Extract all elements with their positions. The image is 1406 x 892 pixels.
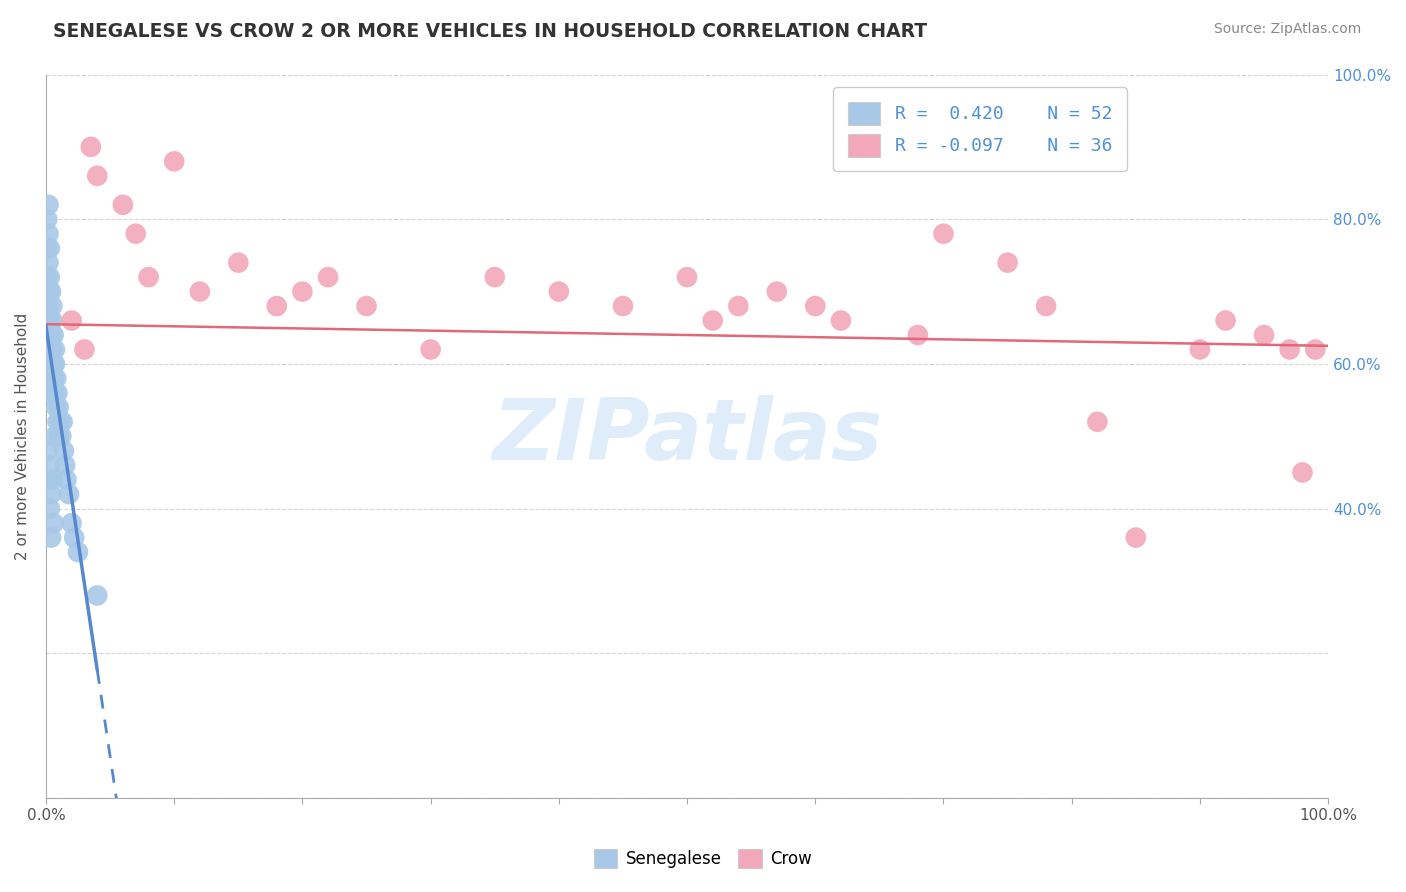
- Text: Source: ZipAtlas.com: Source: ZipAtlas.com: [1213, 22, 1361, 37]
- Point: [86, 589, 108, 603]
- Point: [484, 270, 506, 285]
- Point: [44, 429, 66, 443]
- Text: SENEGALESE VS CROW 2 OR MORE VEHICLES IN HOUSEHOLD CORRELATION CHART: SENEGALESE VS CROW 2 OR MORE VEHICLES IN…: [53, 22, 928, 41]
- Point: [45, 371, 67, 385]
- Point: [727, 299, 749, 313]
- Point: [419, 343, 441, 357]
- Point: [39, 328, 62, 343]
- Point: [38, 357, 60, 371]
- Point: [1253, 328, 1275, 343]
- Point: [41, 343, 63, 357]
- Point: [111, 198, 134, 212]
- Point: [1305, 343, 1327, 357]
- Point: [80, 140, 103, 154]
- Point: [38, 241, 60, 255]
- Point: [226, 255, 249, 269]
- Point: [1085, 415, 1108, 429]
- Point: [38, 299, 60, 313]
- Point: [52, 415, 75, 429]
- Point: [41, 473, 63, 487]
- Point: [1278, 343, 1301, 357]
- Point: [125, 227, 148, 241]
- Point: [163, 154, 186, 169]
- Legend: R =  0.420    N = 52, R = -0.097    N = 36: R = 0.420 N = 52, R = -0.097 N = 36: [834, 87, 1126, 171]
- Text: ZIPatlas: ZIPatlas: [492, 395, 882, 478]
- Point: [48, 429, 70, 443]
- Legend: Senegalese, Crow: Senegalese, Crow: [588, 843, 818, 875]
- Y-axis label: 2 or more Vehicles in Household: 2 or more Vehicles in Household: [15, 313, 30, 560]
- Point: [38, 313, 60, 327]
- Point: [38, 285, 60, 299]
- Point: [188, 285, 211, 299]
- Point: [37, 270, 59, 285]
- Point: [39, 531, 62, 545]
- Point: [830, 313, 852, 327]
- Point: [49, 415, 72, 429]
- Point: [547, 285, 569, 299]
- Point: [38, 198, 60, 212]
- Point: [48, 401, 70, 415]
- Point: [46, 415, 69, 429]
- Point: [138, 270, 160, 285]
- Point: [612, 299, 634, 313]
- Point: [37, 443, 59, 458]
- Point: [997, 255, 1019, 269]
- Point: [53, 458, 76, 473]
- Point: [907, 328, 929, 343]
- Point: [1188, 343, 1211, 357]
- Point: [1291, 466, 1313, 480]
- Point: [46, 385, 69, 400]
- Point: [38, 458, 60, 473]
- Point: [42, 371, 65, 385]
- Point: [932, 227, 955, 241]
- Point: [39, 285, 62, 299]
- Point: [316, 270, 339, 285]
- Point: [60, 516, 83, 530]
- Point: [86, 169, 108, 183]
- Point: [804, 299, 827, 313]
- Point: [44, 357, 66, 371]
- Point: [41, 385, 63, 400]
- Point: [52, 443, 75, 458]
- Point: [55, 473, 77, 487]
- Point: [38, 473, 60, 487]
- Point: [38, 255, 60, 269]
- Point: [38, 227, 60, 241]
- Point: [1035, 299, 1057, 313]
- Point: [41, 313, 63, 327]
- Point: [266, 299, 288, 313]
- Point: [356, 299, 378, 313]
- Point: [39, 371, 62, 385]
- Point: [63, 531, 86, 545]
- Point: [291, 285, 314, 299]
- Point: [765, 285, 787, 299]
- Point: [1125, 531, 1147, 545]
- Point: [37, 241, 59, 255]
- Point: [37, 212, 59, 227]
- Point: [42, 516, 65, 530]
- Point: [38, 270, 60, 285]
- Point: [42, 357, 65, 371]
- Point: [39, 343, 62, 357]
- Point: [73, 343, 96, 357]
- Point: [38, 501, 60, 516]
- Point: [676, 270, 699, 285]
- Point: [42, 328, 65, 343]
- Point: [60, 313, 83, 327]
- Point: [44, 343, 66, 357]
- Point: [1215, 313, 1237, 327]
- Point: [51, 429, 73, 443]
- Point: [41, 299, 63, 313]
- Point: [44, 385, 66, 400]
- Point: [58, 487, 80, 501]
- Point: [39, 487, 62, 501]
- Point: [45, 401, 67, 415]
- Point: [702, 313, 724, 327]
- Point: [66, 545, 89, 559]
